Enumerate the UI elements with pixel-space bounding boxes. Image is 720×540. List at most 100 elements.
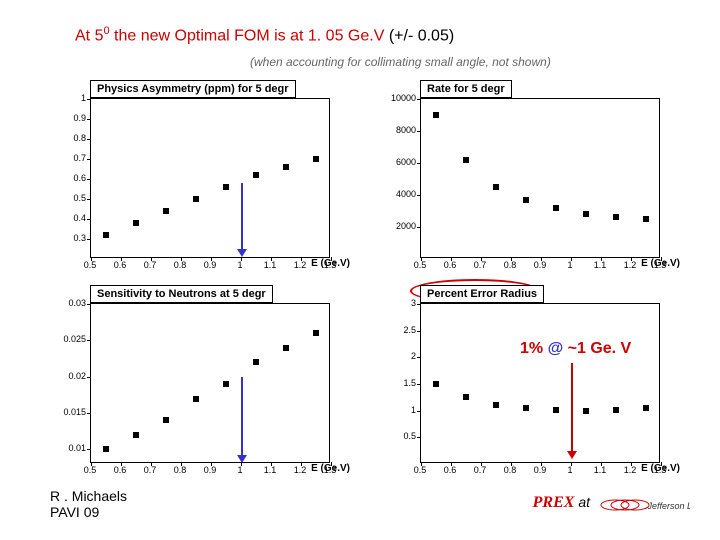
- pct-annotation: 1% @ ~1 Ge. V: [520, 340, 631, 358]
- x-tick-label: 1.2: [624, 465, 637, 475]
- data-point: [583, 408, 589, 414]
- y-tick-label: 1.5: [403, 378, 416, 388]
- slide-subtitle: (when accounting for collimating small a…: [250, 55, 551, 69]
- chart-1: Rate for 5 degr 2000 4000 6000 8000 10000 0.5 0…: [380, 80, 680, 280]
- y-tick-label: 0.03: [68, 298, 86, 308]
- data-point: [643, 405, 649, 411]
- y-tick-label: 0.015: [63, 407, 86, 417]
- arrow-icon: [241, 183, 243, 251]
- chart-title-box: Physics Asymmetry (ppm) for 5 degr: [90, 80, 296, 98]
- pct-annotation-pct: 1%: [520, 340, 548, 357]
- y-tick-label: 1: [411, 405, 416, 415]
- y-tick-label: 0.3: [73, 233, 86, 243]
- y-axis-labels: 0.511.522.53: [380, 303, 418, 463]
- x-tick-label: 1: [567, 465, 572, 475]
- x-tick-label: 1.1: [594, 465, 607, 475]
- y-tick-label: 0.02: [68, 371, 86, 381]
- y-tick-label: 6000: [396, 157, 416, 167]
- y-tick-label: 10000: [391, 93, 416, 103]
- data-point: [223, 184, 229, 190]
- chart-0: Physics Asymmetry (ppm) for 5 degr0.30.4…: [50, 80, 350, 280]
- y-axis-labels: 200040006000800010000: [380, 98, 418, 258]
- data-point: [103, 446, 109, 452]
- y-tick-label: 0.5: [403, 431, 416, 441]
- footer-author-block: R . Michaels PAVI 09: [50, 488, 127, 520]
- x-axis-labels: 0.50.60.70.80.911.11.21.3: [420, 260, 660, 272]
- title-part3: (+/- 0.05): [384, 27, 454, 44]
- charts-grid: Physics Asymmetry (ppm) for 5 degr0.30.4…: [50, 80, 690, 485]
- x-tick-label: 1.1: [594, 260, 607, 270]
- y-axis-labels: 0.010.0150.020.0250.03: [50, 303, 88, 463]
- x-tick-label: 0.8: [504, 260, 517, 270]
- x-tick-label: 1.2: [294, 260, 307, 270]
- data-point: [523, 197, 529, 203]
- y-axis-labels: 0.30.40.50.60.70.80.91: [50, 98, 88, 258]
- x-tick-label: 1.1: [264, 465, 277, 475]
- x-axis-title: E (Ge.V): [311, 258, 350, 269]
- data-point: [133, 432, 139, 438]
- x-axis-title: E (Ge.V): [641, 463, 680, 474]
- y-tick-label: 2: [411, 351, 416, 361]
- plot-area: [90, 98, 330, 258]
- plot-area: [420, 303, 660, 463]
- x-tick-label: 0.5: [84, 465, 97, 475]
- y-tick-label: 0.5: [73, 193, 86, 203]
- x-tick-label: 0.9: [534, 260, 547, 270]
- data-point: [253, 359, 259, 365]
- x-tick-label: 0.8: [174, 465, 187, 475]
- data-point: [193, 396, 199, 402]
- x-tick-label: 0.5: [414, 260, 427, 270]
- y-tick-label: 2000: [396, 221, 416, 231]
- y-tick-label: 3: [411, 298, 416, 308]
- pct-annotation-at: @: [548, 340, 568, 357]
- data-point: [133, 220, 139, 226]
- x-tick-label: 1.2: [624, 260, 637, 270]
- data-point: [253, 172, 259, 178]
- data-point: [223, 381, 229, 387]
- x-tick-label: 0.6: [114, 260, 127, 270]
- svg-text:.Jefferson Lab: .Jefferson Lab: [645, 501, 690, 511]
- title-part1: At 5: [75, 27, 103, 44]
- pct-annotation-energy: ~1 Ge. V: [568, 340, 632, 357]
- arrow-icon: [241, 377, 243, 457]
- x-tick-label: 1.2: [294, 465, 307, 475]
- data-point: [163, 208, 169, 214]
- footer-author: R . Michaels: [50, 488, 127, 504]
- data-point: [163, 417, 169, 423]
- data-point: [433, 381, 439, 387]
- data-point: [553, 407, 559, 413]
- x-tick-label: 1: [237, 260, 242, 270]
- data-point: [583, 211, 589, 217]
- x-tick-label: 0.6: [444, 465, 457, 475]
- x-tick-label: 0.7: [144, 260, 157, 270]
- y-tick-label: 8000: [396, 125, 416, 135]
- data-point: [523, 405, 529, 411]
- data-point: [283, 345, 289, 351]
- x-tick-label: 0.7: [474, 465, 487, 475]
- data-point: [613, 214, 619, 220]
- x-tick-label: 0.5: [84, 260, 97, 270]
- x-tick-label: 0.9: [534, 465, 547, 475]
- x-axis-title: E (Ge.V): [311, 463, 350, 474]
- y-tick-label: 0.6: [73, 173, 86, 183]
- data-point: [313, 156, 319, 162]
- x-axis-labels: 0.50.60.70.80.911.11.21.3: [420, 465, 660, 477]
- slide-title: At 50 the new Optimal FOM is at 1. 05 Ge…: [75, 25, 454, 45]
- data-point: [643, 216, 649, 222]
- x-tick-label: 0.7: [144, 465, 157, 475]
- chart-title-box: Rate for 5 degr: [420, 80, 512, 98]
- x-tick-label: 0.9: [204, 260, 217, 270]
- footer-venue: PAVI 09: [50, 504, 127, 520]
- y-tick-label: 4000: [396, 189, 416, 199]
- x-tick-label: 1.1: [264, 260, 277, 270]
- y-tick-label: 0.025: [63, 334, 86, 344]
- data-point: [613, 407, 619, 413]
- y-tick-label: 0.01: [68, 443, 86, 453]
- plot-area: [420, 98, 660, 258]
- x-axis-labels: 0.50.60.70.80.911.11.21.3: [90, 260, 330, 272]
- prex-label: PREX: [533, 494, 575, 511]
- x-tick-label: 0.6: [114, 465, 127, 475]
- chart-title-box: Sensitivity to Neutrons at 5 degr: [90, 285, 273, 303]
- footer-at: at: [578, 494, 590, 510]
- jefferson-lab-logo: .Jefferson Lab: [600, 493, 690, 518]
